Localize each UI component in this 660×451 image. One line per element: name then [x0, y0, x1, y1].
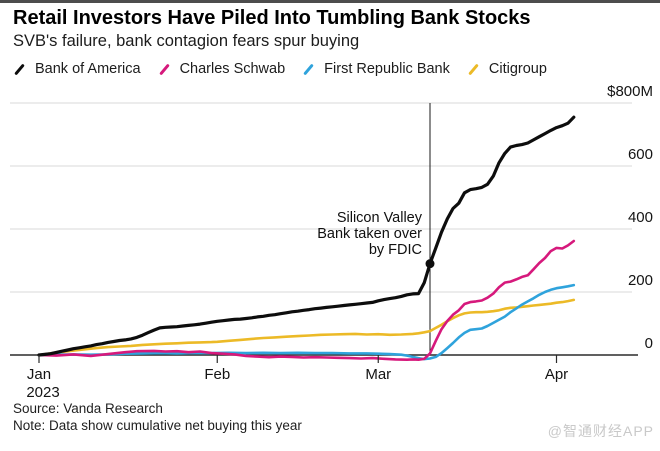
legend-line-swatch-icon: [468, 63, 479, 75]
legend-line-swatch-icon: [158, 63, 170, 75]
y-axis-label-600: 600: [628, 146, 653, 163]
legend-item-charles-schwab: Charles Schwab: [158, 61, 286, 77]
y-axis-label-0: 0: [645, 335, 653, 352]
x-axis-label-jan: Jan: [27, 366, 51, 383]
event-annotation: Silicon Valley Bank taken over by FDIC: [317, 210, 423, 258]
x-axis-label-apr: Apr: [545, 366, 568, 383]
legend-line-swatch-icon: [303, 63, 314, 75]
chart-title: Retail Investors Have Piled Into Tumblin…: [13, 7, 531, 29]
cumulative-net-buying-line-chart: 0 200 400 600 $800M Silicon Valley Bank taken …: [10, 83, 653, 400]
event-marker-dot: [425, 259, 435, 269]
source-note: Source: Vanda Research: [13, 401, 163, 416]
x-axis-label-mar: Mar: [365, 366, 391, 383]
legend-item-first-republic-bank: First Republic Bank: [302, 61, 450, 77]
series-line-first-republic-bank: [37, 283, 576, 361]
series-line-citigroup: [37, 298, 576, 357]
series-line-charles-schwab: [37, 239, 576, 361]
data-note: Note: Data show cumulative net buying th…: [13, 418, 302, 433]
legend-item-label: Bank of America: [35, 61, 141, 77]
series-line-bank-of-america: [37, 115, 576, 357]
x-axis-label-feb: Feb: [204, 366, 230, 383]
legend-item-citigroup: Citigroup: [467, 61, 547, 77]
legend-item-label: Charles Schwab: [179, 61, 286, 77]
legend-line-swatch-icon: [14, 63, 25, 75]
legend-item-bank-of-america: Bank of America: [13, 61, 141, 77]
top-border-line: [0, 0, 660, 3]
watermark: @智通财经APP: [547, 423, 654, 439]
legend: Bank of America Charles Schwab First Repub…: [13, 61, 547, 77]
y-axis-label-400: 400: [628, 209, 653, 226]
x-axis-year-label: 2023: [26, 384, 59, 400]
y-axis-label-800: $800M: [607, 83, 653, 100]
y-axis-label-200: 200: [628, 272, 653, 289]
legend-item-label: First Republic Bank: [324, 61, 450, 77]
chart-subtitle: SVB's failure, bank contagion fears spur…: [13, 32, 360, 50]
legend-item-label: Citigroup: [488, 61, 547, 77]
